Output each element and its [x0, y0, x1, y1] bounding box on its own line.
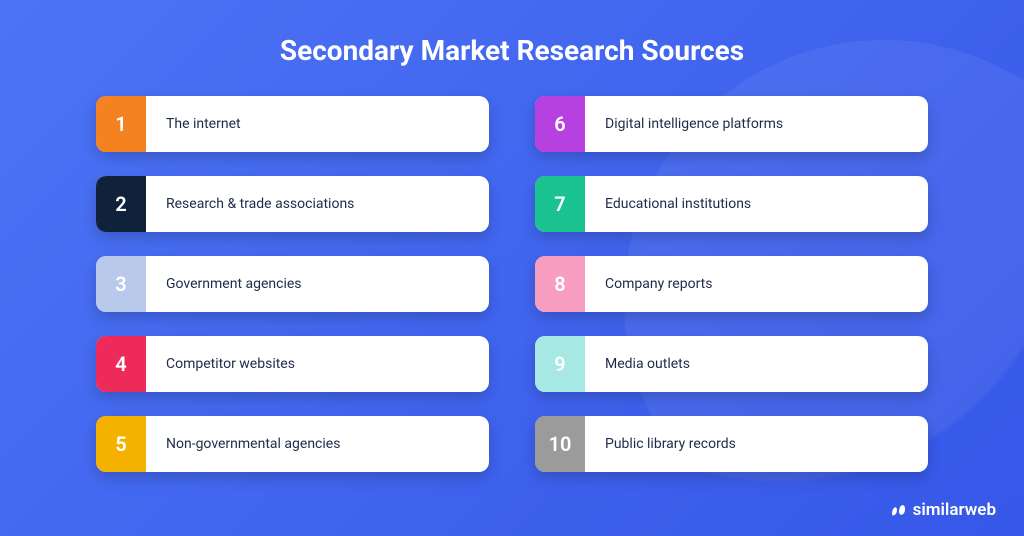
source-card: 1The internet: [96, 96, 489, 152]
source-number: 7: [535, 176, 585, 232]
source-card: 5Non-governmental agencies: [96, 416, 489, 472]
source-number: 10: [535, 416, 585, 472]
source-number: 4: [96, 336, 146, 392]
source-number: 6: [535, 96, 585, 152]
source-label: Media outlets: [585, 336, 690, 392]
source-card: 9Media outlets: [535, 336, 928, 392]
source-label: Educational institutions: [585, 176, 751, 232]
source-card: 10Public library records: [535, 416, 928, 472]
source-label: Government agencies: [146, 256, 302, 312]
infographic-canvas: Secondary Market Research Sources 1The i…: [0, 0, 1024, 536]
brand-logo: similarweb: [889, 500, 996, 520]
source-card: 4Competitor websites: [96, 336, 489, 392]
sources-grid: 1The internet 6Digital intelligence platf…: [96, 96, 928, 472]
source-number: 9: [535, 336, 585, 392]
source-card: 7Educational institutions: [535, 176, 928, 232]
source-label: Non-governmental agencies: [146, 416, 340, 472]
source-label: Competitor websites: [146, 336, 295, 392]
source-number: 2: [96, 176, 146, 232]
source-number: 5: [96, 416, 146, 472]
source-label: Research & trade associations: [146, 176, 354, 232]
source-card: 2Research & trade associations: [96, 176, 489, 232]
source-card: 8Company reports: [535, 256, 928, 312]
brand-mark-icon: [889, 501, 907, 519]
source-number: 1: [96, 96, 146, 152]
source-card: 3Government agencies: [96, 256, 489, 312]
source-number: 8: [535, 256, 585, 312]
brand-text: similarweb: [913, 500, 996, 520]
source-label: Public library records: [585, 416, 736, 472]
source-number: 3: [96, 256, 146, 312]
page-title: Secondary Market Research Sources: [0, 34, 1024, 67]
source-label: Digital intelligence platforms: [585, 96, 783, 152]
source-label: Company reports: [585, 256, 712, 312]
source-card: 6Digital intelligence platforms: [535, 96, 928, 152]
source-label: The internet: [146, 96, 241, 152]
